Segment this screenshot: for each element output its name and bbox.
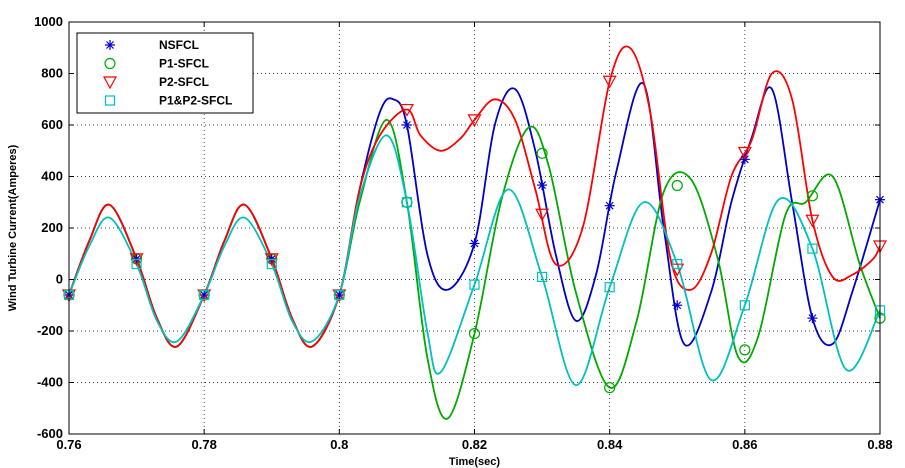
data-point-marker bbox=[468, 327, 481, 340]
y-tick-label: 800 bbox=[41, 66, 63, 81]
legend: NSFCL P1-SFCL P2-SFCL P1&P2-SFCL bbox=[76, 32, 254, 114]
y-tick-label: 400 bbox=[41, 169, 63, 184]
y-axis-title: Wind Turbine Current(Amperes) bbox=[7, 144, 19, 311]
data-point-marker bbox=[535, 208, 550, 222]
data-point-marker bbox=[334, 289, 345, 301]
legend-label: P1&P2-SFCL bbox=[159, 94, 232, 108]
x-tick-label: 0.78 bbox=[192, 437, 217, 452]
data-point-marker bbox=[670, 263, 685, 277]
legend-label: P2-SFCL bbox=[159, 75, 209, 89]
y-tick-label: 200 bbox=[41, 220, 63, 235]
data-point-marker bbox=[399, 103, 414, 117]
series-group bbox=[68, 45, 881, 420]
y-tick-label: -400 bbox=[37, 375, 63, 390]
data-point-marker bbox=[469, 238, 480, 249]
data-point-marker bbox=[401, 197, 413, 208]
x-tick-label: 0.86 bbox=[732, 437, 757, 452]
data-point-marker bbox=[102, 76, 118, 90]
data-point-marker bbox=[131, 258, 142, 270]
data-point-marker bbox=[104, 57, 116, 70]
data-point-marker bbox=[602, 75, 617, 89]
legend-item: P1-SFCL bbox=[104, 57, 209, 71]
x-tick-label: 0.88 bbox=[867, 437, 892, 452]
data-point-marker bbox=[467, 114, 482, 128]
data-point-marker bbox=[604, 382, 616, 394]
data-point-marker bbox=[401, 120, 412, 130]
data-point-marker bbox=[805, 214, 820, 228]
x-axis-title: Time(sec) bbox=[449, 456, 500, 468]
y-tick-label: 0 bbox=[56, 272, 63, 287]
data-point-marker bbox=[671, 179, 683, 192]
legend-item: P1&P2-SFCL bbox=[104, 94, 232, 108]
data-point-marker bbox=[604, 282, 615, 293]
legend-box bbox=[76, 32, 254, 114]
data-point-marker bbox=[737, 146, 752, 160]
data-point-marker bbox=[739, 300, 750, 311]
y-tick-label: -600 bbox=[37, 426, 63, 441]
x-tick-label: 0.82 bbox=[462, 437, 487, 452]
legend-item: P2-SFCL bbox=[102, 75, 209, 90]
x-tick-label: 0.8 bbox=[330, 437, 348, 452]
data-point-marker bbox=[105, 40, 115, 50]
data-point-marker bbox=[807, 243, 818, 254]
data-point-marker bbox=[537, 180, 548, 191]
data-point-marker bbox=[536, 271, 548, 283]
data-point-marker bbox=[672, 300, 683, 311]
legend-item: NSFCL bbox=[105, 38, 199, 52]
x-tick-label: 0.76 bbox=[56, 437, 81, 452]
data-point-marker bbox=[266, 258, 277, 270]
y-tick-label: 1000 bbox=[34, 14, 63, 29]
data-point-marker bbox=[807, 313, 818, 324]
axis-ticks: 0.76 0.78 0.8 0.82 0.84 0.86 0.88 -600 -400 -200 0… bbox=[34, 14, 893, 452]
x-tick-label: 0.84 bbox=[597, 437, 623, 452]
data-point-marker bbox=[104, 95, 116, 106]
data-point-marker bbox=[604, 200, 615, 211]
data-point-marker bbox=[672, 258, 683, 270]
series-line-p1-p2-sfcl bbox=[68, 134, 881, 386]
data-point-marker bbox=[199, 289, 210, 301]
series-line-p2-sfcl bbox=[68, 45, 881, 348]
y-tick-label: -200 bbox=[37, 323, 63, 338]
legend-label: NSFCL bbox=[159, 38, 199, 52]
data-point-marker bbox=[536, 147, 548, 159]
data-point-marker bbox=[806, 190, 819, 202]
data-point-marker bbox=[469, 279, 480, 290]
y-tick-label: 600 bbox=[41, 117, 63, 132]
legend-label: P1-SFCL bbox=[159, 57, 209, 71]
data-point-marker bbox=[739, 344, 751, 356]
